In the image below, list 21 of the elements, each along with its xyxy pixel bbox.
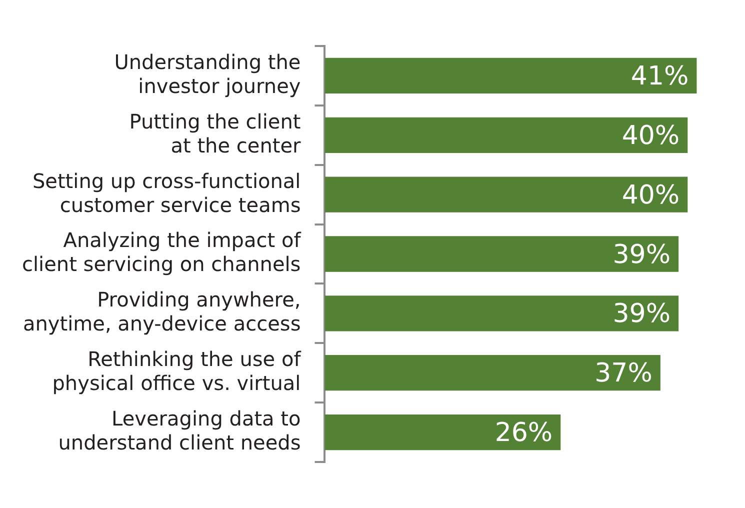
bar [324, 296, 679, 332]
bar [324, 236, 679, 272]
y-tick-label: Providing anywhere, anytime, any-device access [22, 288, 301, 336]
y-tick-label: Setting up cross-functional customer service teams [32, 168, 301, 217]
bar [324, 58, 697, 94]
y-tick-label: Understanding the investor journey [114, 50, 301, 98]
bar [324, 117, 688, 153]
bar [324, 414, 561, 450]
bar [324, 176, 688, 212]
y-tick-label: Leveraging data to understand client needs [58, 406, 301, 454]
y-tick-label: Analyzing the impact of client servicing on channels [22, 228, 302, 276]
data-label: 39% [612, 299, 671, 330]
y-tick-label: Putting the client at the center [129, 109, 302, 158]
data-label: 37% [594, 358, 652, 389]
data-label: 26% [494, 418, 553, 448]
data-label: 40% [622, 120, 680, 151]
y-tick-label: Rethinking the use of physical office vs. virtual [52, 347, 302, 396]
data-label: 40% [622, 180, 680, 210]
bar [324, 355, 660, 391]
data-label: 39% [612, 240, 671, 270]
data-label: 41% [630, 61, 689, 92]
